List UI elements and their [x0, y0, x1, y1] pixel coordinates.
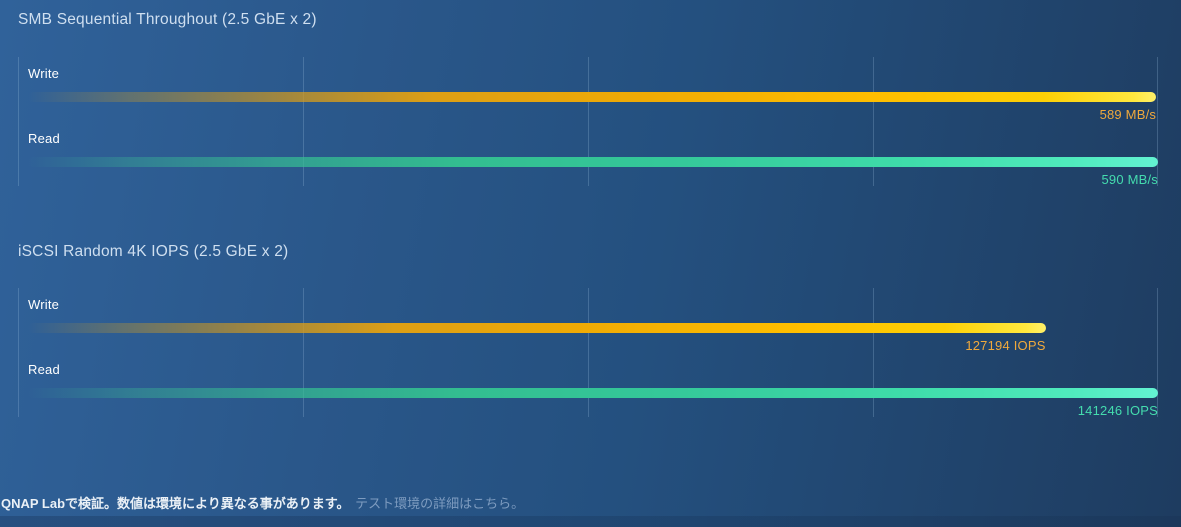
footer-note: QNAP Labで検証。数値は環境により異なる事があります。 テスト環境の詳細は… — [1, 493, 524, 512]
footer-disclaimer-text: QNAP Labで検証。数値は環境により異なる事があります。 — [1, 496, 350, 511]
gridline — [1157, 288, 1158, 417]
bar-row-smb-read: Read 590 MB/s — [28, 131, 1158, 187]
bar-value: 141246 IOPS — [1077, 403, 1158, 418]
bar-iscsi-write — [28, 323, 1046, 333]
bar-value: 590 MB/s — [1101, 172, 1158, 187]
chart-iscsi-plot-area: Write 127194 IOPS Read 141246 IOPS — [18, 288, 1158, 418]
bar-value-wrap: 127194 IOPS — [28, 337, 1046, 355]
bar-value: 589 MB/s — [1099, 107, 1157, 122]
bottom-edge-strip — [0, 516, 1181, 527]
bar-smb-write — [28, 92, 1157, 102]
gridline — [18, 288, 19, 417]
bar-label: Read — [28, 131, 60, 146]
test-environment-details-link[interactable]: テスト環境の詳細はこちら。 — [355, 496, 525, 511]
gridline — [1157, 57, 1158, 186]
bar-row-smb-write: Write 589 MB/s — [28, 66, 1158, 122]
bar-smb-read — [28, 157, 1158, 167]
gridline — [873, 288, 874, 417]
bar-label: Write — [28, 297, 60, 312]
bar-value-wrap: 141246 IOPS — [28, 402, 1158, 420]
gridline — [588, 57, 589, 186]
bar-value-wrap: 589 MB/s — [28, 106, 1156, 124]
chart-smb-plot-area: Write 589 MB/s Read 590 MB/s — [18, 57, 1158, 187]
gridline — [873, 57, 874, 186]
bar-row-iscsi-read: Read 141246 IOPS — [28, 362, 1158, 418]
gridline — [303, 57, 304, 186]
gridline — [18, 57, 19, 186]
gridline — [588, 288, 589, 417]
bar-value: 127194 IOPS — [965, 338, 1046, 353]
bar-row-iscsi-write: Write 127194 IOPS — [28, 297, 1158, 353]
bar-label: Write — [28, 66, 60, 81]
bar-value-wrap: 590 MB/s — [28, 171, 1158, 189]
chart-title-iscsi: iSCSI Random 4K IOPS (2.5 GbE x 2) — [18, 243, 289, 260]
chart-title-smb: SMB Sequential Throughout (2.5 GbE x 2) — [18, 11, 317, 28]
bar-label: Read — [28, 362, 60, 377]
bar-iscsi-read — [28, 388, 1158, 398]
gridline — [303, 288, 304, 417]
